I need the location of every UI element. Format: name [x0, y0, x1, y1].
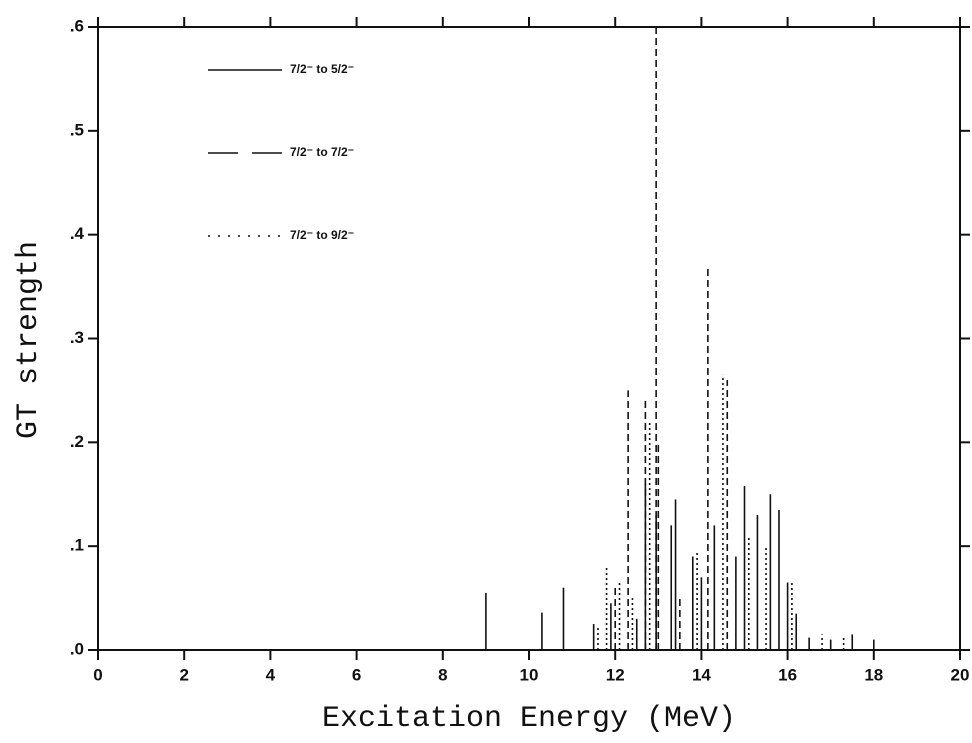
y-tick-label: .5 — [70, 120, 84, 139]
y-tick-label: .3 — [70, 328, 84, 347]
x-tick-label: 16 — [778, 665, 797, 684]
x-tick-label: 0 — [93, 665, 102, 684]
y-axis-label: GT strength — [12, 241, 46, 439]
y-tick-label: .2 — [70, 432, 84, 451]
y-tick-label: .4 — [70, 224, 85, 243]
y-tick-label: .0 — [70, 639, 84, 658]
x-tick-label: 20 — [951, 665, 970, 684]
x-tick-label: 10 — [520, 665, 539, 684]
x-axis-label: Excitation Energy (MeV) — [322, 702, 736, 736]
legend-label: 7/2⁻ to 5/2⁻ — [290, 62, 354, 76]
x-tick-label: 6 — [352, 665, 361, 684]
legend-label: 7/2⁻ to 9/2⁻ — [290, 228, 354, 242]
x-tick-label: 4 — [266, 665, 276, 684]
legend-label: 7/2⁻ to 7/2⁻ — [290, 145, 354, 159]
x-tick-label: 12 — [606, 665, 625, 684]
chart: Excitation Energy (MeV) GT strength 0 2 4 6… — [0, 0, 972, 743]
x-tick-label: 18 — [864, 665, 883, 684]
x-tick-label: 2 — [179, 665, 188, 684]
x-tick-label: 8 — [438, 665, 447, 684]
y-tick-label: .1 — [70, 536, 84, 555]
x-tick-label: 14 — [692, 665, 711, 684]
y-tick-label: .6 — [70, 16, 84, 35]
plot-frame — [98, 27, 960, 650]
